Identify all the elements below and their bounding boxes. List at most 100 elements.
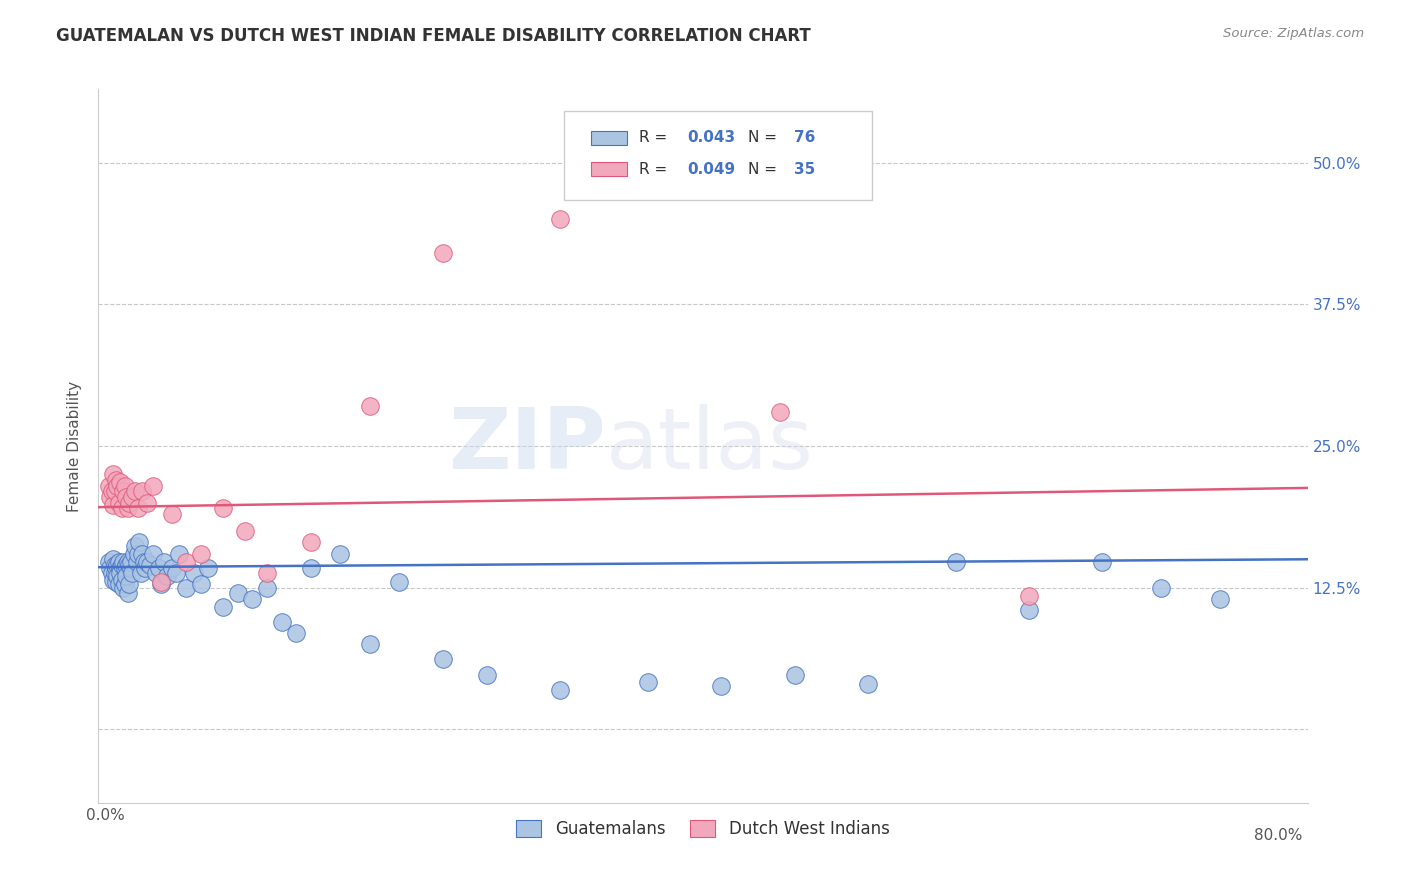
Point [388,574,411,589]
Point [212,501,235,516]
Point [160,507,183,521]
Point [212,599,235,614]
Point [783,668,806,682]
Point [112,581,135,595]
Point [100,484,122,499]
Point [105,574,128,589]
Point [122,547,145,561]
Point [129,566,152,580]
Point [110,566,132,580]
Point [120,555,142,569]
Point [1208,591,1230,606]
Point [150,574,173,589]
Text: Source: ZipAtlas.com: Source: ZipAtlas.com [1223,27,1364,40]
Text: R =: R = [638,161,672,177]
Point [256,581,278,595]
Point [432,246,454,260]
Point [167,547,190,561]
Point [107,478,129,492]
Point [1150,581,1173,595]
Point [105,561,128,575]
Text: 0.049: 0.049 [688,161,735,177]
Point [97,478,120,492]
Point [135,555,157,569]
Point [432,652,454,666]
Point [148,561,170,575]
Point [548,212,571,227]
Point [329,547,352,561]
Point [1018,603,1040,617]
Point [117,501,139,516]
FancyBboxPatch shape [564,111,872,200]
Point [108,495,131,509]
Point [299,535,322,549]
Text: 80.0%: 80.0% [1254,828,1302,843]
Point [637,674,659,689]
Point [121,566,143,580]
Point [112,555,135,569]
Point [190,547,212,561]
Point [134,561,156,575]
Point [150,577,173,591]
Point [226,586,249,600]
Point [101,467,124,482]
Point [548,682,571,697]
Point [176,555,198,569]
Point [108,555,131,569]
Point [100,566,122,580]
Point [131,547,153,561]
Point [769,405,792,419]
Point [142,478,165,492]
Point [710,679,733,693]
Point [160,561,183,575]
Point [124,539,146,553]
Point [197,561,219,575]
Point [111,558,134,572]
Point [945,555,967,569]
Point [165,566,187,580]
Point [103,484,125,499]
Legend: Guatemalans, Dutch West Indians: Guatemalans, Dutch West Indians [510,813,896,845]
Text: R =: R = [638,130,672,145]
Text: N =: N = [748,130,782,145]
Point [115,558,138,572]
Point [145,566,167,580]
Point [118,577,141,591]
FancyBboxPatch shape [591,130,627,145]
Point [120,561,142,575]
FancyBboxPatch shape [591,162,627,177]
Point [115,569,138,583]
Point [176,581,198,595]
Text: atlas: atlas [606,404,814,488]
Point [117,586,139,600]
Point [285,626,308,640]
Point [114,561,136,575]
Point [110,561,132,575]
Point [98,490,121,504]
Point [1091,555,1114,569]
Point [475,668,498,682]
Point [183,566,205,580]
Point [118,558,141,572]
Point [115,490,138,504]
Text: ZIP: ZIP [449,404,606,488]
Point [110,475,132,490]
Point [125,555,148,569]
Point [101,498,124,512]
Point [121,490,143,504]
Point [111,573,134,587]
Point [156,569,179,583]
Text: 0.043: 0.043 [688,130,735,145]
Point [138,558,160,572]
Point [127,547,149,561]
Point [108,577,131,591]
Point [359,637,381,651]
Text: 35: 35 [794,161,815,177]
Point [128,535,150,549]
Text: 76: 76 [794,130,815,145]
Point [112,484,135,499]
Point [1018,589,1040,603]
Point [190,577,212,591]
Point [101,552,124,566]
Y-axis label: Female Disability: Female Disability [67,380,83,512]
